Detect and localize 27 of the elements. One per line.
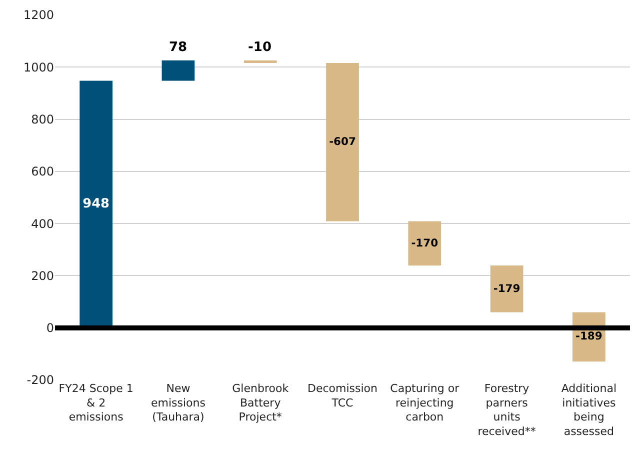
data-label: 78 bbox=[169, 40, 188, 55]
x-tick-label: New emissions (Tauhara) bbox=[150, 382, 206, 424]
x-tick-label: Forestry parners units received** bbox=[478, 382, 536, 438]
y-tick-label: 0 bbox=[46, 321, 54, 336]
x-tick-label: Capturing or reinjecting carbon bbox=[390, 382, 460, 424]
bar bbox=[326, 62, 359, 222]
y-tick-label: 1200 bbox=[23, 8, 54, 22]
x-tick-label: Decomission TCC bbox=[307, 382, 378, 410]
y-tick-label: 800 bbox=[31, 112, 54, 126]
y-tick-label: 400 bbox=[31, 216, 54, 231]
bar bbox=[490, 266, 524, 312]
bar bbox=[244, 60, 277, 63]
y-tick-label: 1000 bbox=[23, 60, 54, 74]
y-tick-label: -200 bbox=[26, 373, 54, 388]
bar bbox=[408, 221, 442, 266]
data-label: -189 bbox=[576, 330, 602, 343]
data-label: -10 bbox=[248, 40, 272, 55]
x-tick-label: Additional initiatives being assessed bbox=[561, 382, 617, 438]
data-label: -170 bbox=[411, 236, 438, 250]
y-tick-label: 600 bbox=[31, 164, 54, 179]
bar bbox=[162, 60, 195, 81]
data-label: 948 bbox=[82, 196, 110, 212]
x-tick-label: Glenbrook Battery Project* bbox=[232, 382, 290, 424]
y-tick-label: 200 bbox=[31, 268, 54, 283]
data-label: -179 bbox=[493, 282, 520, 295]
x-tick-label: FY24 Scope 1 & 2 emissions bbox=[58, 382, 134, 424]
data-label: -607 bbox=[329, 134, 356, 148]
